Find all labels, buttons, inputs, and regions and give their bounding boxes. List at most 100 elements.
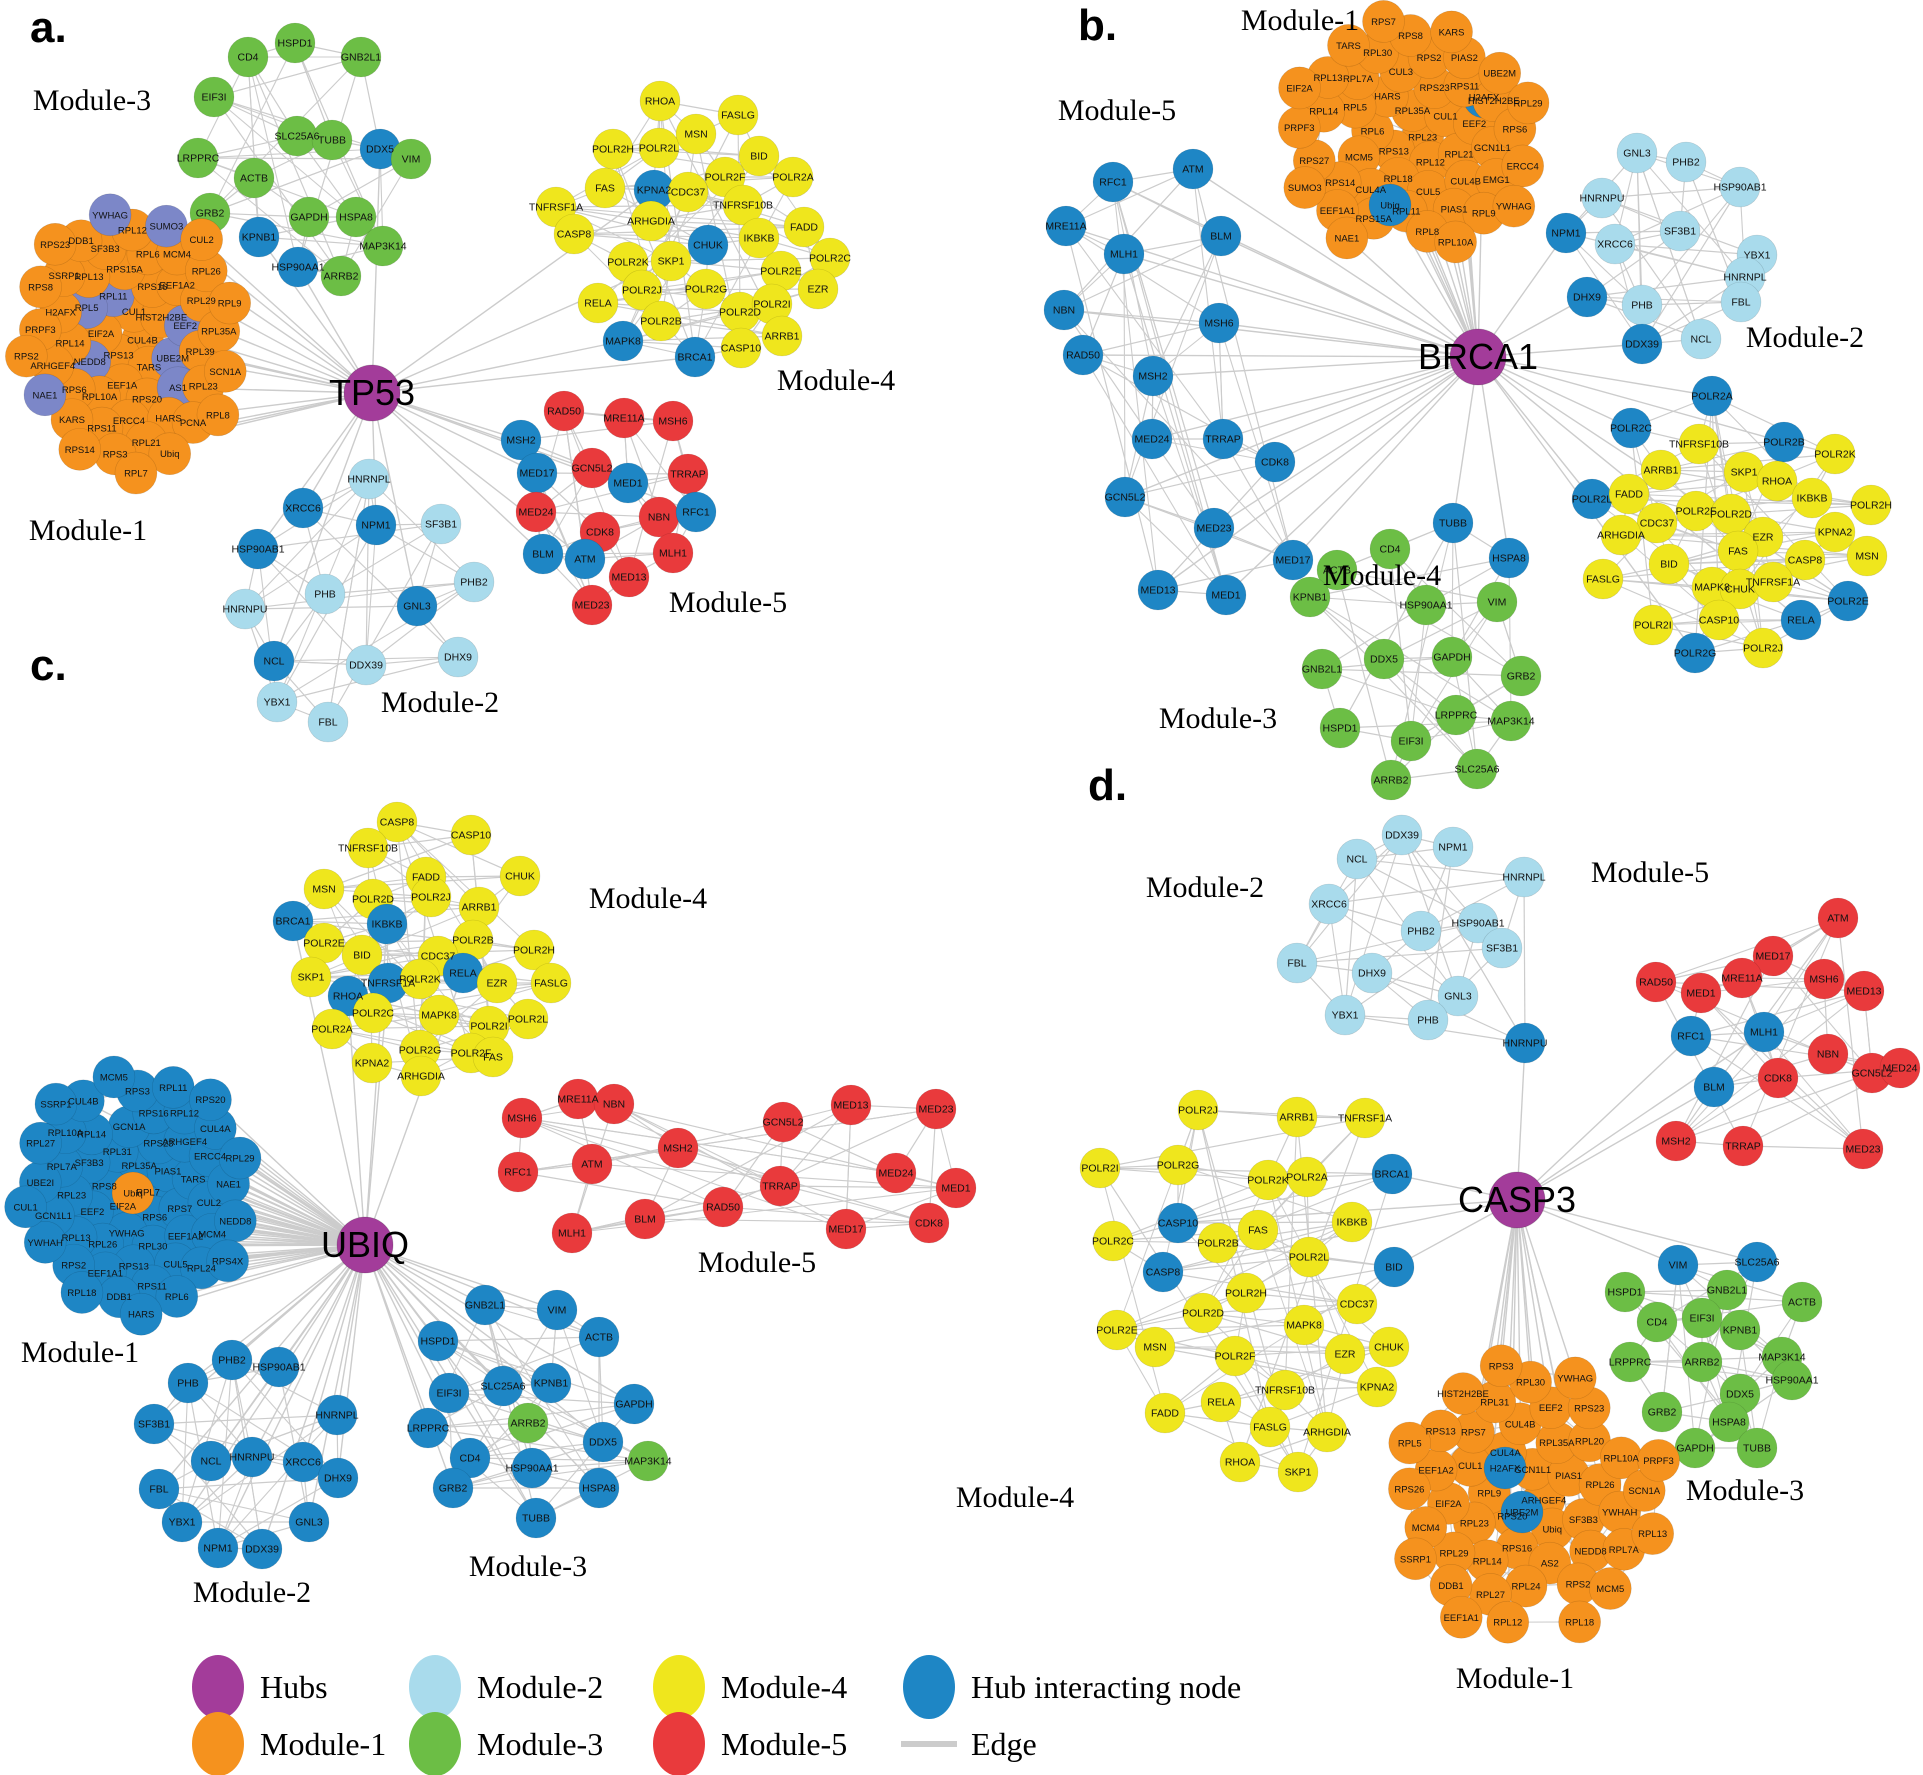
- node-gnl3[interactable]: [1616, 132, 1658, 174]
- node-phb2[interactable]: [1400, 910, 1442, 952]
- node-hnrnpl[interactable]: [316, 1394, 358, 1436]
- node-msh2[interactable]: [500, 419, 542, 461]
- node-ywhag[interactable]: [88, 193, 132, 237]
- node-hnrnpu[interactable]: [1581, 177, 1623, 219]
- node-kpna2[interactable]: [1814, 511, 1856, 553]
- node-rad50[interactable]: [543, 390, 585, 432]
- node-xrcc6[interactable]: [282, 487, 324, 529]
- node-map3k14[interactable]: [627, 1440, 669, 1482]
- node-med1[interactable]: [935, 1167, 977, 1209]
- node-chuk[interactable]: [1368, 1326, 1410, 1368]
- node-ikbkb[interactable]: [1791, 477, 1833, 519]
- node-grb2[interactable]: [432, 1467, 474, 1509]
- node-arhgdia[interactable]: [1600, 514, 1642, 556]
- node-vim[interactable]: [1476, 581, 1518, 623]
- node-rfc1[interactable]: [675, 491, 717, 533]
- node-arrb1[interactable]: [761, 315, 803, 357]
- node-polr2k[interactable]: [1814, 433, 1856, 475]
- node-ywhag[interactable]: [1492, 184, 1536, 228]
- node-hspd1[interactable]: [274, 22, 316, 64]
- node-ikbkb[interactable]: [366, 903, 408, 945]
- hub-casp3[interactable]: [1488, 1171, 1546, 1229]
- node-fbl[interactable]: [138, 1468, 180, 1510]
- node-ywhag[interactable]: [1553, 1356, 1597, 1400]
- node-sf3b1[interactable]: [420, 503, 462, 545]
- node-mcm5[interactable]: [1588, 1567, 1632, 1610]
- node-rpl9[interactable]: [208, 281, 251, 325]
- node-phb2[interactable]: [211, 1339, 253, 1381]
- node-rfc1[interactable]: [497, 1151, 539, 1193]
- node-mcm5[interactable]: [92, 1055, 136, 1099]
- node-rps26[interactable]: [1388, 1467, 1431, 1511]
- node-polr2l[interactable]: [1288, 1236, 1330, 1278]
- node-casp10[interactable]: [450, 814, 492, 856]
- node-nbn[interactable]: [593, 1083, 635, 1125]
- node-casp8[interactable]: [553, 213, 595, 255]
- node-polr2i[interactable]: [1632, 604, 1674, 646]
- node-polr2j[interactable]: [410, 876, 452, 918]
- node-tubb[interactable]: [311, 119, 353, 161]
- node-rps2[interactable]: [5, 334, 48, 378]
- node-fas[interactable]: [584, 167, 626, 209]
- node-polr2g[interactable]: [1674, 632, 1716, 674]
- node-polr2j[interactable]: [1177, 1089, 1219, 1131]
- node-hspd1[interactable]: [1319, 707, 1361, 749]
- node-hspa8[interactable]: [335, 196, 377, 238]
- node-sumo3[interactable]: [1283, 166, 1327, 209]
- node-actb[interactable]: [233, 157, 275, 199]
- node-ubiq[interactable]: [1368, 183, 1412, 227]
- node-ncl[interactable]: [1680, 318, 1722, 360]
- node-ikbkb[interactable]: [1331, 1201, 1373, 1243]
- node-rpl18[interactable]: [60, 1271, 104, 1314]
- node-rhoa[interactable]: [1219, 1441, 1261, 1483]
- node-rhoa[interactable]: [1756, 460, 1798, 502]
- node-polr2g[interactable]: [685, 268, 727, 310]
- node-rpl5[interactable]: [1388, 1421, 1432, 1465]
- node-kpna2[interactable]: [1356, 1366, 1398, 1408]
- node-xrcc6[interactable]: [1594, 223, 1636, 265]
- node-mlh1[interactable]: [1103, 233, 1145, 275]
- node-phb2[interactable]: [1665, 141, 1707, 183]
- node-polr2i[interactable]: [1079, 1147, 1121, 1189]
- node-med24[interactable]: [1131, 418, 1173, 460]
- node-nbn[interactable]: [1043, 289, 1085, 331]
- node-lrpprc[interactable]: [1609, 1341, 1651, 1383]
- node-rela[interactable]: [577, 282, 619, 324]
- node-tubb[interactable]: [515, 1497, 557, 1539]
- node-med13[interactable]: [608, 556, 650, 598]
- node-rpl27[interactable]: [19, 1121, 62, 1165]
- node-bid[interactable]: [738, 135, 780, 177]
- node-fbl[interactable]: [1720, 281, 1762, 323]
- node-polr2a[interactable]: [1286, 1156, 1328, 1198]
- node-tnfrsf10b[interactable]: [1264, 1369, 1306, 1411]
- node-tnfrsf1a[interactable]: [1752, 561, 1794, 603]
- node-polr2d[interactable]: [1182, 1292, 1224, 1334]
- node-tars[interactable]: [1327, 24, 1370, 67]
- node-ikbkb[interactable]: [738, 217, 780, 259]
- node-actb[interactable]: [578, 1316, 620, 1358]
- node-hsp90aa1[interactable]: [1405, 584, 1447, 626]
- node-rpl29[interactable]: [1506, 81, 1550, 125]
- node-kpnb1[interactable]: [1289, 576, 1331, 618]
- node-med23[interactable]: [1842, 1128, 1884, 1170]
- node-tubb[interactable]: [1432, 502, 1474, 544]
- node-rhoa[interactable]: [639, 80, 681, 122]
- node-fadd[interactable]: [1144, 1392, 1186, 1434]
- node-hnrnpl[interactable]: [1503, 856, 1545, 898]
- node-sf3b1[interactable]: [1659, 210, 1701, 252]
- node-med13[interactable]: [830, 1084, 872, 1126]
- node-polr2b[interactable]: [1197, 1222, 1239, 1264]
- node-nae1[interactable]: [1325, 216, 1369, 260]
- node-ybx1[interactable]: [1324, 994, 1366, 1036]
- node-mapk8[interactable]: [418, 994, 460, 1036]
- node-atm[interactable]: [564, 538, 606, 580]
- node-msh6[interactable]: [501, 1097, 543, 1139]
- node-polr2a[interactable]: [1691, 375, 1733, 417]
- node-hnrnpu[interactable]: [1504, 1022, 1546, 1064]
- node-faslg[interactable]: [1249, 1406, 1291, 1448]
- node-rps3[interactable]: [1479, 1344, 1523, 1388]
- node-blm[interactable]: [624, 1198, 666, 1240]
- node-msn[interactable]: [675, 113, 717, 155]
- node-arhgdia[interactable]: [400, 1055, 442, 1097]
- node-eif3i[interactable]: [1390, 720, 1432, 762]
